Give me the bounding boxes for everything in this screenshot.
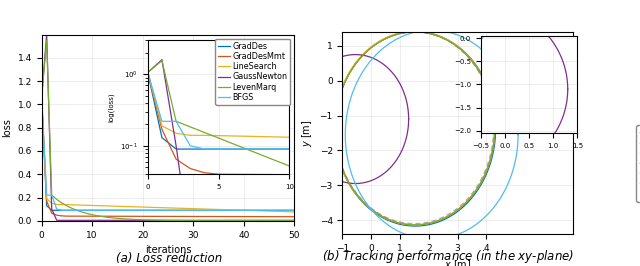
GaussNewton	[215, 219, 223, 222]
LineSearch	[291, 210, 298, 214]
BFGS	[285, 209, 293, 212]
GradDes	[118, 209, 126, 212]
LineSearch	[38, 96, 45, 99]
Line: GradDesMmt: GradDesMmt	[42, 97, 294, 217]
Line: GradDes: GradDes	[42, 97, 294, 210]
LineSearch	[114, 205, 122, 208]
GradDes	[210, 209, 218, 212]
LineSearch	[118, 205, 126, 208]
GradDesMmt	[220, 215, 227, 218]
GaussNewton	[124, 219, 131, 222]
GaussNewton	[43, 33, 51, 36]
GradDes	[38, 96, 45, 99]
Y-axis label: $y$ [m]: $y$ [m]	[300, 119, 314, 147]
LevenMarq	[43, 39, 51, 42]
Line: LevenMarq: LevenMarq	[42, 40, 294, 221]
BFGS	[58, 209, 66, 212]
Line: LineSearch: LineSearch	[42, 97, 294, 212]
Y-axis label: loss: loss	[2, 118, 12, 137]
GradDesMmt	[93, 215, 101, 218]
LevenMarq	[200, 219, 207, 222]
LineSearch	[205, 207, 212, 211]
LevenMarq	[118, 217, 126, 220]
GradDesMmt	[114, 215, 122, 218]
BFGS	[99, 209, 106, 212]
LevenMarq	[215, 219, 223, 222]
BFGS	[210, 209, 218, 212]
GaussNewton	[129, 219, 136, 222]
LevenMarq	[38, 96, 45, 99]
GradDes	[225, 209, 232, 212]
LevenMarq	[124, 218, 131, 221]
BFGS	[225, 209, 232, 212]
Text: (b) Tracking performance (in the $xy$-plane): (b) Tracking performance (in the $xy$-pl…	[322, 248, 574, 265]
GradDes	[99, 209, 106, 212]
Text: (a) Loss reduction: (a) Loss reduction	[116, 252, 223, 265]
Line: BFGS: BFGS	[42, 97, 294, 210]
LevenMarq	[230, 219, 237, 222]
GaussNewton	[230, 219, 237, 222]
BFGS	[38, 96, 45, 99]
GradDes	[48, 209, 56, 212]
GradDes	[291, 209, 298, 212]
GradDesMmt	[285, 215, 293, 218]
BFGS	[118, 209, 126, 212]
BFGS	[124, 209, 131, 212]
GradDes	[285, 209, 293, 212]
LineSearch	[285, 210, 293, 213]
LineSearch	[220, 208, 227, 211]
LevenMarq	[291, 219, 298, 222]
GradDesMmt	[118, 215, 126, 218]
Legend: GradDes, GradDesMmt, LineSearch, GaussNewton, LevenMarq, BFGS: GradDes, GradDesMmt, LineSearch, GaussNe…	[215, 39, 291, 105]
X-axis label: iterations: iterations	[145, 245, 191, 255]
LineSearch	[93, 204, 101, 207]
GaussNewton	[38, 96, 45, 99]
X-axis label: $x$ [m]: $x$ [m]	[444, 258, 471, 266]
GradDes	[124, 209, 131, 212]
GaussNewton	[53, 219, 61, 222]
BFGS	[291, 209, 298, 212]
GaussNewton	[291, 219, 298, 222]
GaussNewton	[104, 219, 111, 222]
LevenMarq	[99, 215, 106, 218]
GradDesMmt	[38, 96, 45, 99]
GaussNewton	[285, 219, 293, 222]
GradDesMmt	[205, 215, 212, 218]
LevenMarq	[285, 219, 293, 222]
Legend: GradDes, GradDesMmt, LineSearch, GaussNewton, LevenMarq, BFGS, desired: GradDes, GradDesMmt, LineSearch, GaussNe…	[637, 125, 640, 202]
Line: GaussNewton: GaussNewton	[42, 35, 294, 220]
GradDesMmt	[291, 215, 298, 218]
